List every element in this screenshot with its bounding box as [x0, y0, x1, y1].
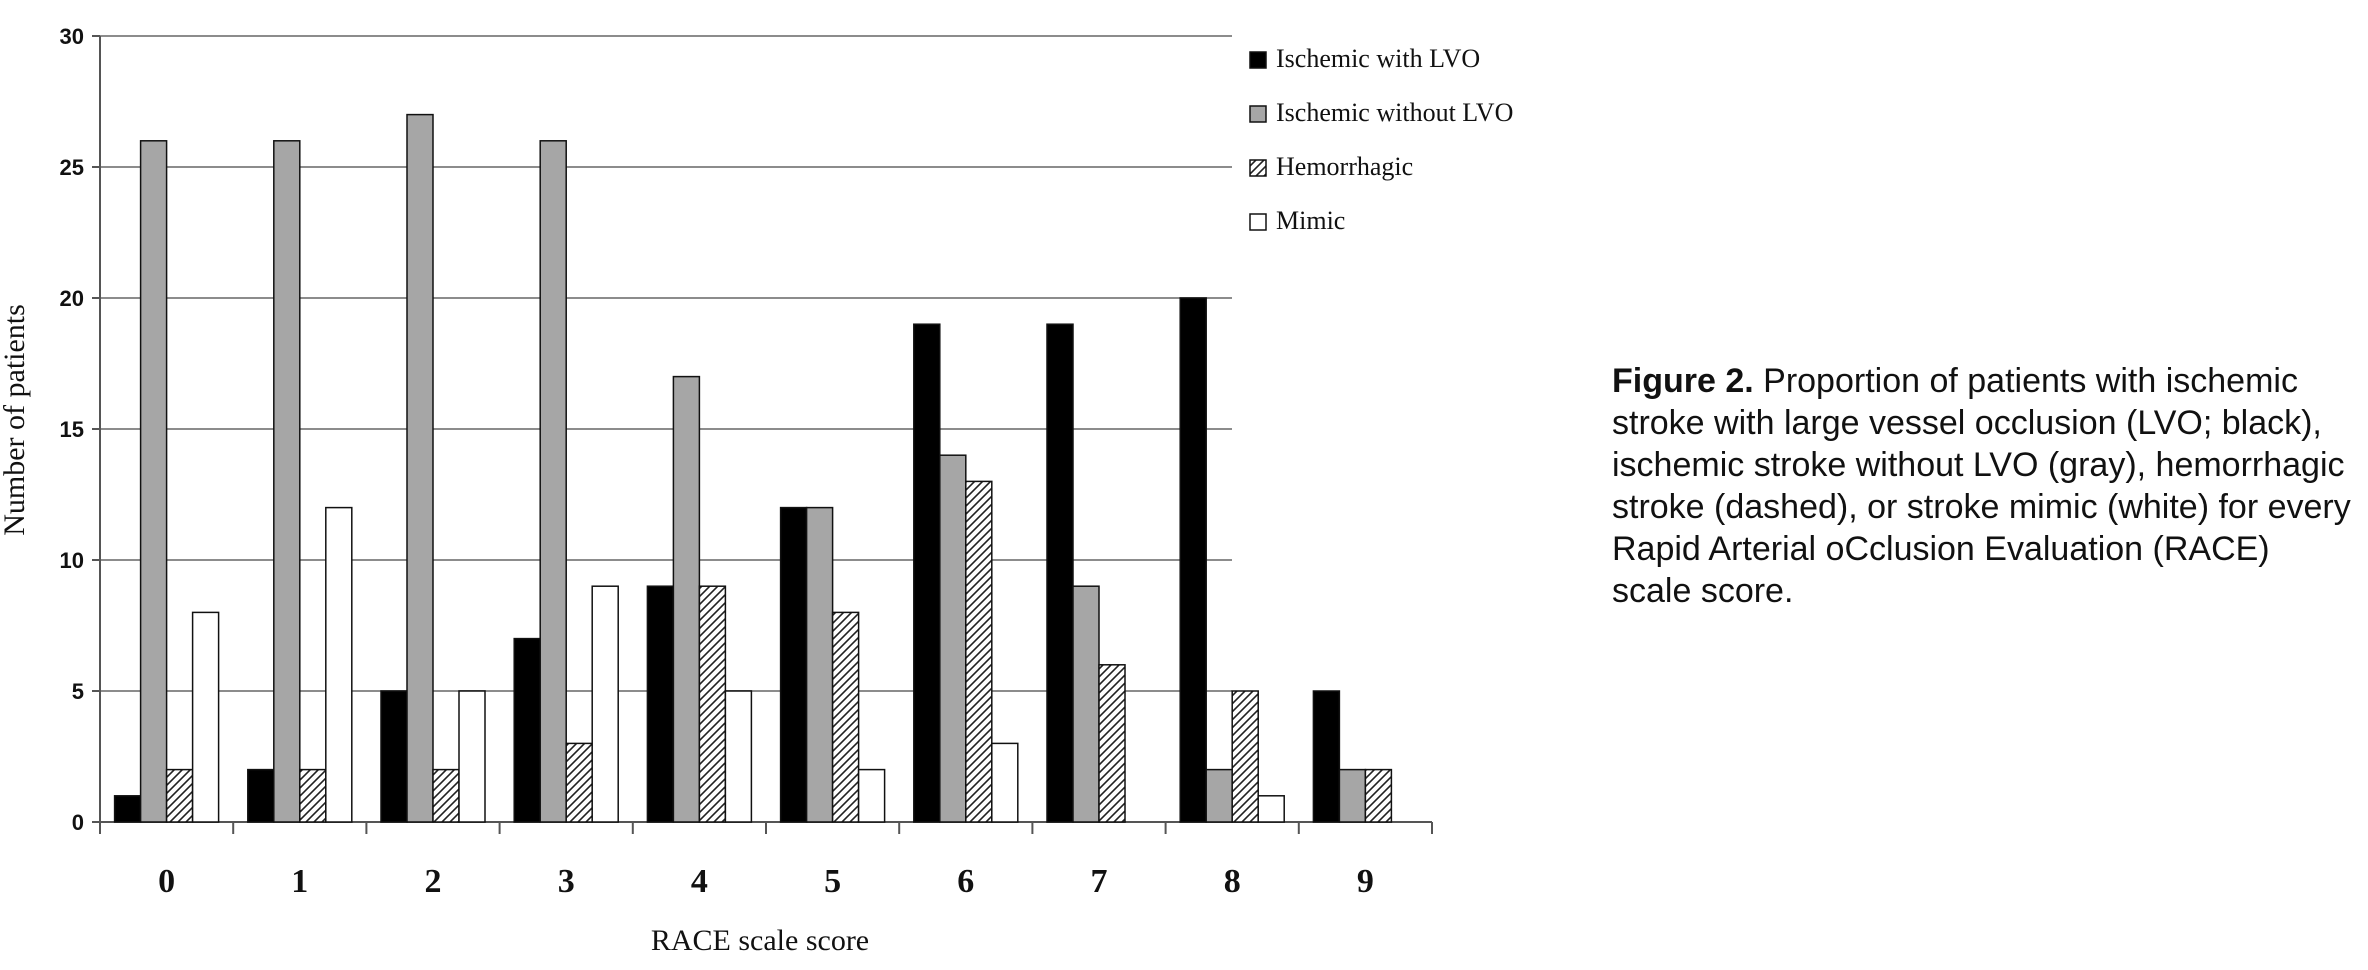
x-tick-label: 7 [1091, 863, 1108, 900]
bar-hemorrhagic-1 [299, 768, 327, 823]
bar-mimic-3 [591, 585, 619, 823]
caption-text: Proportion of patients with ischemic str… [1612, 362, 2351, 610]
bar-hemorrhagic-6 [965, 480, 993, 823]
bar-ischemic-with-lvo-1 [247, 768, 275, 823]
bars [113, 113, 1393, 823]
bar-ischemic-with-lvo-5 [779, 506, 808, 823]
tick-labels: 0 5 10 15 20 25 30 0 1 2 3 4 5 6 7 8 9 [60, 24, 1374, 900]
figure-caption: Figure 2. Proportion of patients with is… [1612, 360, 2352, 612]
bar-mimic-4 [724, 690, 753, 823]
y-tick-label: 0 [72, 810, 84, 835]
legend-swatch [1249, 159, 1267, 177]
bar-mimic-6 [991, 742, 1019, 823]
bar-mimic-0 [191, 611, 220, 823]
y-tick-label: 30 [60, 24, 84, 49]
bar-ischemic-with-lvo-3 [513, 637, 541, 823]
x-tick-label: 9 [1357, 863, 1374, 900]
y-tick-label: 25 [60, 155, 84, 180]
x-tick-label: 2 [425, 863, 442, 900]
bar-ischemic-without-lvo-8 [1205, 768, 1233, 823]
legend-label: Ischemic with LVO [1276, 44, 1480, 73]
bar-hemorrhagic-9 [1364, 768, 1393, 823]
y-axis-label: Number of patients [0, 304, 31, 536]
x-tick-label: 3 [558, 863, 575, 900]
bar-ischemic-without-lvo-5 [805, 506, 834, 823]
bar-ischemic-with-lvo-9 [1312, 690, 1341, 823]
bar-ischemic-without-lvo-7 [1072, 585, 1100, 823]
x-tick-label: 8 [1224, 863, 1241, 900]
legend-label: Mimic [1276, 206, 1345, 235]
x-tick-label: 0 [158, 863, 175, 900]
legend-label: Hemorrhagic [1276, 152, 1413, 181]
bar-ischemic-with-lvo-8 [1179, 297, 1207, 823]
bar-hemorrhagic-8 [1231, 690, 1259, 823]
legend-label: Ischemic without LVO [1276, 98, 1513, 127]
x-tick-label: 4 [691, 863, 708, 900]
bar-ischemic-without-lvo-3 [539, 140, 567, 823]
y-tick-label: 15 [60, 417, 84, 442]
bar-hemorrhagic-0 [165, 768, 194, 823]
bar-hemorrhagic-2 [432, 768, 460, 823]
bar-hemorrhagic-4 [698, 585, 727, 823]
caption-label: Figure 2. [1612, 362, 1754, 400]
legend: Ischemic with LVO Ischemic without LVO Hem… [1249, 44, 1513, 235]
bar-ischemic-without-lvo-0 [139, 140, 168, 823]
bar-ischemic-without-lvo-1 [273, 140, 301, 823]
y-tick-label: 5 [72, 679, 84, 704]
bar-ischemic-with-lvo-0 [113, 795, 142, 823]
x-tick-label: 1 [291, 863, 308, 900]
bar-mimic-5 [857, 768, 886, 823]
bar-mimic-2 [458, 690, 486, 823]
bar-ischemic-with-lvo-2 [380, 690, 408, 823]
x-tick-label: 6 [957, 863, 974, 900]
x-tick-label: 5 [824, 863, 841, 900]
legend-swatch [1249, 51, 1267, 69]
bar-mimic-1 [325, 506, 353, 823]
bar-ischemic-with-lvo-6 [913, 323, 941, 823]
bar-hemorrhagic-5 [831, 611, 860, 823]
bar-mimic-8 [1257, 795, 1285, 823]
legend-swatch [1249, 213, 1267, 231]
legend-swatch [1249, 105, 1267, 123]
y-tick-label: 20 [60, 286, 84, 311]
x-axis-label: RACE scale score [651, 924, 869, 957]
bar-ischemic-without-lvo-4 [672, 375, 701, 823]
bar-ischemic-without-lvo-2 [406, 113, 434, 823]
y-tick-label: 10 [60, 548, 84, 573]
bar-ischemic-without-lvo-6 [939, 454, 967, 823]
bar-hemorrhagic-3 [565, 742, 593, 823]
bar-ischemic-with-lvo-4 [646, 585, 675, 823]
bar-ischemic-without-lvo-9 [1338, 768, 1367, 823]
bar-hemorrhagic-7 [1098, 664, 1126, 823]
bar-ischemic-with-lvo-7 [1046, 323, 1074, 823]
